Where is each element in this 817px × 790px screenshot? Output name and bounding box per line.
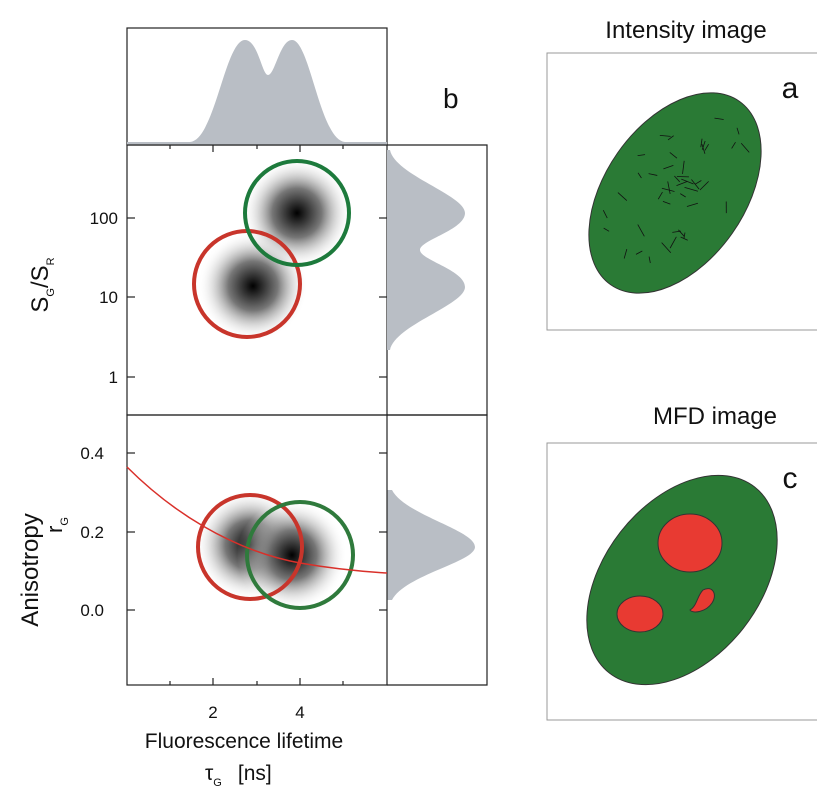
figure: b 100 10 1 SG/SR 0.4 0.2 0.0 2 4 Anisotr… xyxy=(0,0,817,790)
right-histogram xyxy=(387,150,465,350)
y-tick-label: 10 xyxy=(99,288,118,307)
y-tick-label: 0.0 xyxy=(80,601,104,620)
panel-label: a xyxy=(782,72,799,105)
red-region xyxy=(658,514,722,572)
top-histogram xyxy=(127,40,387,145)
y-tick-label: 1 xyxy=(109,368,118,387)
right-histogram xyxy=(387,490,475,600)
y-axis-label: rG xyxy=(42,517,71,533)
y-tick-label: 100 xyxy=(90,209,118,228)
cell-ellipse xyxy=(553,61,796,325)
x-axis-label: Fluorescence lifetime xyxy=(145,730,343,753)
y-tick-label: 0.4 xyxy=(80,444,104,463)
y-axis-label: Anisotropy xyxy=(17,513,44,626)
cell-ellipse xyxy=(548,439,816,721)
red-region xyxy=(617,596,663,632)
panel-label: b xyxy=(443,83,459,114)
y-axis-label: SG/SR xyxy=(27,257,57,312)
panel-title: Intensity image xyxy=(605,17,766,44)
x-tick-label: 4 xyxy=(295,703,304,722)
x-axis-unit: τG[ns] xyxy=(205,762,272,789)
population-blob xyxy=(242,158,352,268)
panel-title: MFD image xyxy=(653,403,777,430)
panel-label: c xyxy=(783,462,798,495)
y-tick-label: 0.2 xyxy=(80,523,104,542)
x-tick-label: 2 xyxy=(208,703,217,722)
